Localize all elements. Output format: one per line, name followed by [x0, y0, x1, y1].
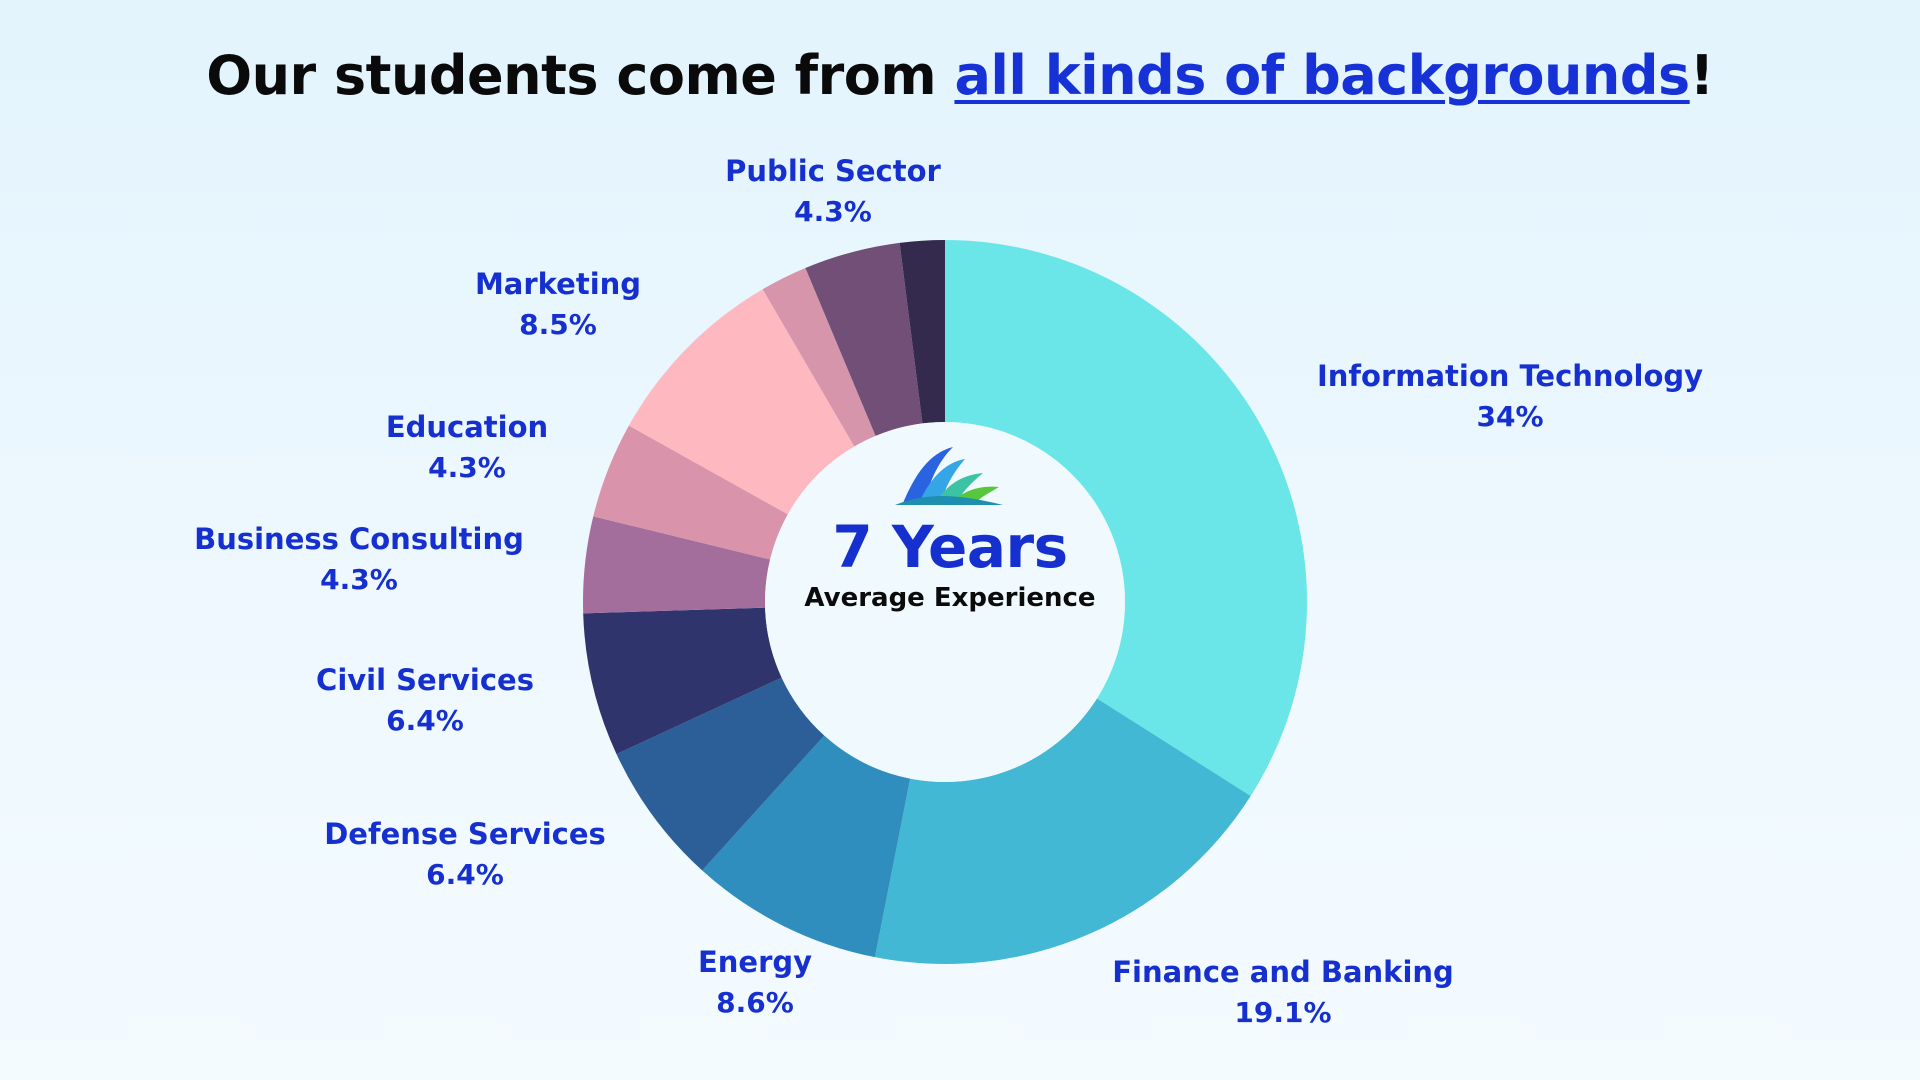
- label-civil-services: Civil Services 6.4%: [300, 659, 550, 742]
- slice-energy: [702, 735, 911, 958]
- label-defense-services: Defense Services 6.4%: [315, 813, 615, 896]
- slice-name: Civil Services: [316, 663, 534, 697]
- slice-education: [593, 425, 788, 560]
- slice-name: Education: [385, 410, 549, 444]
- average-experience-value: 7 Years: [832, 513, 1068, 581]
- slice-unlabeled-10: [899, 240, 945, 424]
- slice-name: Business Consulting: [194, 522, 524, 556]
- slice-percent: 8.6%: [716, 986, 794, 1020]
- slice-name: Finance and Banking: [1112, 955, 1454, 989]
- slice-percent: 4.3%: [794, 195, 872, 229]
- label-energy: Energy 8.6%: [655, 941, 855, 1024]
- donut-hole: [765, 422, 1125, 782]
- page-title: Our students come from all kinds of back…: [0, 44, 1920, 107]
- slice-name: Information Technology: [1316, 359, 1704, 393]
- title-suffix: !: [1689, 44, 1715, 107]
- slice-information-technology: [945, 240, 1308, 796]
- slice-marketing: [628, 289, 855, 515]
- slice-percent: 8.5%: [519, 308, 597, 342]
- slice-name: Marketing: [474, 267, 642, 301]
- title-prefix: Our students come from: [206, 44, 955, 107]
- average-experience-caption: Average Experience: [804, 583, 1096, 613]
- slice-name: Public Sector: [725, 154, 941, 188]
- label-business-consulting: Business Consulting 4.3%: [184, 518, 534, 601]
- label-information-technology: Information Technology 34%: [1310, 355, 1710, 438]
- label-public-sector: Public Sector 4.3%: [683, 150, 983, 233]
- slice-finance-and-banking: [874, 698, 1251, 965]
- book-logo-icon: [895, 447, 1003, 505]
- label-marketing: Marketing 8.5%: [458, 263, 658, 346]
- backgrounds-link[interactable]: all kinds of backgrounds: [954, 44, 1690, 107]
- slice-percent: 4.3%: [428, 451, 506, 485]
- label-education: Education 4.3%: [367, 406, 567, 489]
- slice-percent: 19.1%: [1234, 996, 1332, 1030]
- slice-percent: 34%: [1476, 400, 1544, 434]
- slice-civil-services: [583, 607, 782, 755]
- slice-unlabeled-8: [762, 267, 876, 447]
- slice-defense-services: [616, 677, 825, 871]
- center-summary: 7 Years Average Experience: [765, 445, 1135, 613]
- slice-name: Energy: [697, 945, 813, 979]
- label-finance-and-banking: Finance and Banking 19.1%: [1083, 951, 1483, 1034]
- slice-public-sector: [805, 242, 923, 436]
- slice-percent: 4.3%: [320, 563, 398, 597]
- slice-percent: 6.4%: [426, 858, 504, 892]
- slice-business-consulting: [583, 516, 771, 614]
- slice-percent: 6.4%: [386, 704, 464, 738]
- slice-name: Defense Services: [324, 817, 606, 851]
